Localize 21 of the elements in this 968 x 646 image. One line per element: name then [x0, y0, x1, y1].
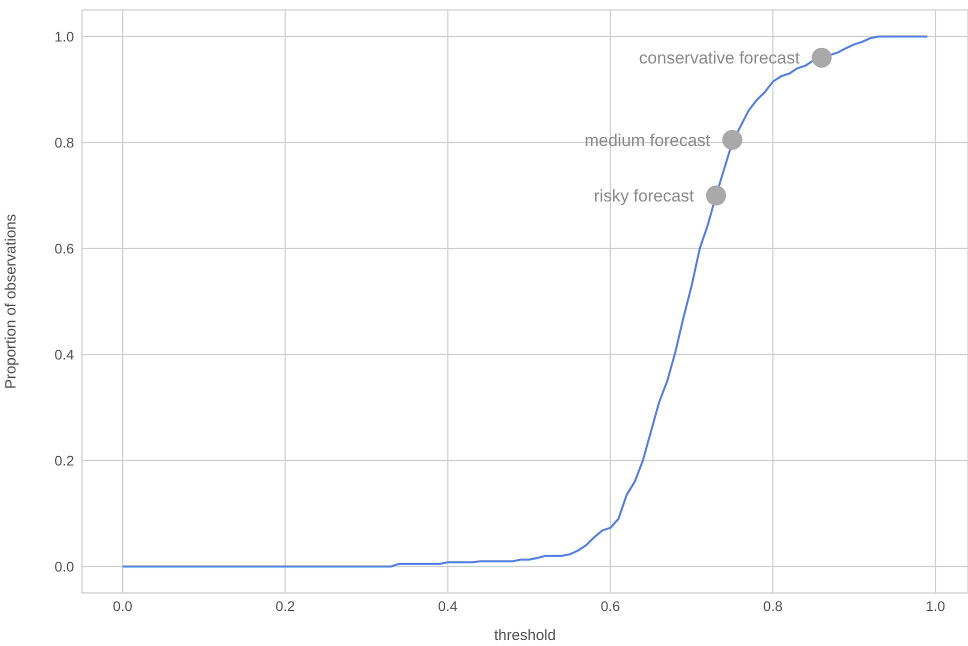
y-axis-title: Proportion of observations: [2, 214, 20, 390]
annotation: conservative forecast: [639, 48, 800, 68]
x-axis-title: threshold: [494, 627, 556, 644]
annotation: medium forecast: [584, 130, 711, 150]
point: [812, 48, 832, 68]
y-tick-label: 1.0: [54, 28, 74, 44]
x-tick-label: 0.2: [275, 598, 296, 614]
x-tick-label: 0.8: [763, 598, 783, 614]
y-tick-label: 0.2: [54, 452, 74, 468]
y-tick-label: 0.4: [54, 346, 74, 362]
y-tick-label: 0.0: [54, 558, 74, 574]
y-tick-label: 0.8: [54, 134, 74, 150]
x-tick-label: 0.4: [438, 598, 458, 614]
point: [722, 130, 742, 150]
y-tick-label: 0.6: [54, 240, 74, 256]
annotation: risky forecast: [594, 186, 694, 206]
x-tick-label: 1.0: [926, 598, 946, 614]
x-tick-label: 0.6: [600, 598, 620, 614]
line-series: [122, 36, 928, 568]
point: [706, 186, 726, 206]
x-tick-label: 0.0: [112, 598, 133, 614]
